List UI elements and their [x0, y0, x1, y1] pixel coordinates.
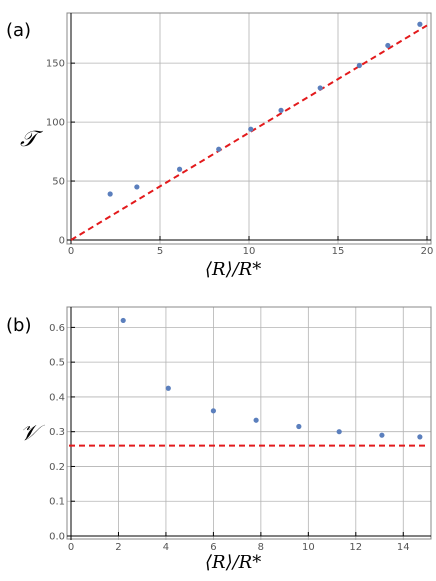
panel-a: (a) 0 5 10 15 20 0 50 100 150 𝒯 ⟨R⟩/R* [6, 12, 433, 280]
panel-a-data-point [134, 184, 140, 190]
panel-b-y-tick-label: 0.3 [49, 427, 65, 438]
panel-a-data-point [107, 191, 113, 197]
panel-a-data-point [176, 166, 183, 172]
panel-b-points [120, 317, 423, 440]
panel-a-x-tick-label: 20 [421, 246, 434, 257]
panel-a-ylabel: 𝒯 [20, 127, 44, 152]
panel-b-x-tick-label: 8 [258, 542, 264, 553]
panel-b-grid [67, 307, 431, 540]
panel-a-label: (a) [6, 20, 31, 41]
panel-b-data-point [165, 385, 171, 391]
panel-b-data-point [379, 432, 385, 438]
panel-b-data-point [210, 408, 216, 414]
panel-b-data-point [336, 429, 342, 435]
panel-b-data-point [417, 434, 423, 440]
panel-b-y-tick-label: 0.1 [49, 497, 65, 508]
panel-b-label: (b) [6, 315, 31, 336]
panel-a-y-tick-label: 150 [46, 59, 65, 70]
panel-a-y-tick-label: 50 [52, 177, 65, 188]
panel-a-x-tick-label: 0 [68, 246, 74, 257]
panel-a-frame [66, 12, 432, 245]
panel-b-ticks: 0 2 4 6 8 10 12 14 0.0 0.1 0.2 0.3 0.4 0.5 0.6 [49, 307, 431, 553]
panel-b-data-point [296, 423, 302, 430]
panel-b-xlabel: ⟨R⟩/R* [205, 552, 261, 573]
panel-a-y-tick-label: 100 [46, 118, 65, 129]
panel-b-x-tick-label: 6 [210, 542, 216, 553]
panel-b-ylabel: 𝒱 [20, 421, 45, 446]
panel-b-y-tick-label: 0.4 [49, 392, 65, 403]
panel-a-ticks: 0 5 10 15 20 0 50 100 150 [46, 13, 433, 257]
panel-b-data-point [253, 417, 259, 423]
panel-a-x-tick-label: 15 [332, 246, 345, 257]
panel-a-points [107, 21, 423, 197]
panel-b-data-point [120, 317, 126, 324]
panel-b-y-tick-label: 0.0 [49, 532, 65, 543]
panel-a-x-tick-label: 5 [157, 246, 163, 257]
panel-b-x-tick-label: 0 [68, 542, 74, 553]
panel-b-x-tick-label: 14 [397, 542, 410, 553]
panel-a-data-point [356, 62, 362, 69]
panel-b-y-tick-label: 0.5 [49, 358, 65, 369]
panel-b-x-tick-label: 10 [302, 542, 315, 553]
panel-a-xlabel: ⟨R⟩/R* [205, 259, 261, 280]
panel-a-y-tick-label: 0 [59, 236, 65, 247]
panel-b-frame [66, 306, 432, 540]
panel-b: (b) 0 2 4 6 8 10 12 14 0.0 0.1 0.2 0.3 0.4 0.5 0.6 𝒱 ⟨… [6, 306, 432, 573]
panel-a-data-point [278, 107, 284, 113]
panel-b-y-tick-label: 0.6 [49, 323, 65, 334]
panel-a-x-tick-label: 10 [243, 246, 256, 257]
panel-b-x-tick-label: 4 [163, 542, 169, 553]
panel-a-data-point [385, 42, 391, 49]
panel-a-data-point [317, 85, 323, 91]
panel-b-y-tick-label: 0.2 [49, 462, 65, 473]
panel-a-data-point [248, 126, 254, 132]
panel-b-x-tick-label: 12 [349, 542, 362, 553]
panel-a-data-point [216, 146, 222, 152]
panel-a-data-point [417, 21, 423, 27]
panel-b-x-tick-label: 2 [115, 542, 121, 553]
